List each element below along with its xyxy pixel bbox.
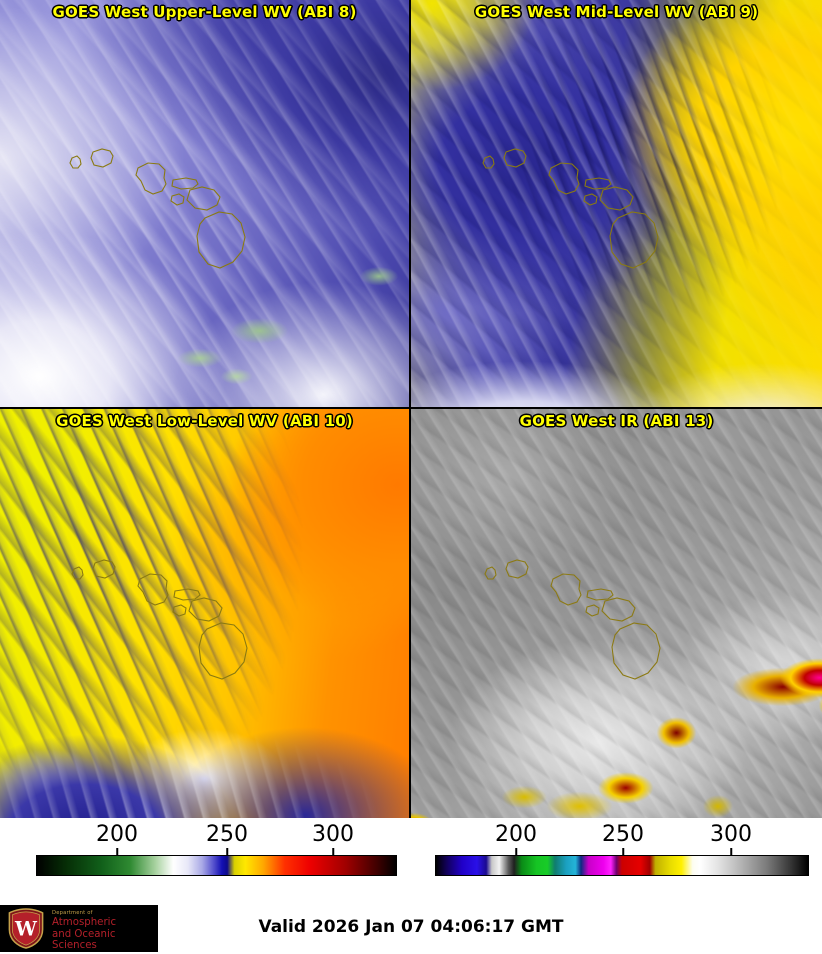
footer: W Department of Atmospheric and Oceanic … (0, 900, 822, 954)
svg-text:W: W (14, 917, 38, 940)
colorbar-tick-label-300: 300 (710, 822, 752, 847)
colorbar-tick-labels: 200 250 300 (0, 822, 411, 848)
cold-top-enhancement (411, 409, 822, 818)
tick-mark-300 (730, 848, 732, 856)
satellite-image-ir (411, 409, 822, 818)
uw-crest-icon: W (8, 908, 44, 949)
panel-low-level-wv[interactable]: GOES West Low-Level WV (ABI 10) (0, 409, 409, 818)
satellite-image-upper-level-wv (0, 0, 409, 407)
colorbar-tick-labels: 200 250 300 (411, 822, 822, 848)
colorbar-water-vapor[interactable]: 200 250 300 (0, 818, 411, 878)
panel-ir[interactable]: GOES West IR (ABI 13) (411, 409, 822, 818)
colorbar-ir[interactable]: 200 250 300 (411, 818, 822, 878)
logo-text-block: Department of Atmospheric and Oceanic Sc… (52, 910, 156, 952)
tick-mark-250 (226, 848, 228, 856)
tick-mark-250 (622, 848, 624, 856)
panel-grid: GOES West Upper-Level WV (ABI 8) GOES We… (0, 0, 822, 818)
colorbar-gradient-water-vapor (36, 855, 397, 876)
tick-mark-300 (332, 848, 334, 856)
colorbar-tick-marks (0, 848, 411, 856)
colorbar-tick-label-200: 200 (495, 822, 537, 847)
low-cloud-deck (411, 0, 822, 407)
logo-name-line: Atmospheric and Oceanic Sciences (52, 917, 117, 952)
panel-upper-level-wv[interactable]: GOES West Upper-Level WV (ABI 8) (0, 0, 409, 407)
colorbar-tick-label-250: 250 (602, 822, 644, 847)
convective-texture (0, 409, 409, 818)
logo-department-line: Department of (52, 910, 93, 916)
colorbar-gradient-ir (435, 855, 809, 876)
tick-mark-200 (515, 848, 517, 856)
tick-mark-200 (116, 848, 118, 856)
colorbar-tick-label-300: 300 (312, 822, 354, 847)
uw-aos-logo[interactable]: W Department of Atmospheric and Oceanic … (0, 905, 158, 952)
colorbar-tick-label-200: 200 (96, 822, 138, 847)
colorbar-tick-label-250: 250 (206, 822, 248, 847)
satellite-image-low-level-wv (0, 409, 409, 818)
panel-mid-level-wv[interactable]: GOES West Mid-Level WV (ABI 9) (411, 0, 822, 407)
satellite-image-mid-level-wv (411, 0, 822, 407)
colorbar-tick-marks (411, 848, 822, 856)
cold-cloud-enhancement (0, 0, 409, 407)
